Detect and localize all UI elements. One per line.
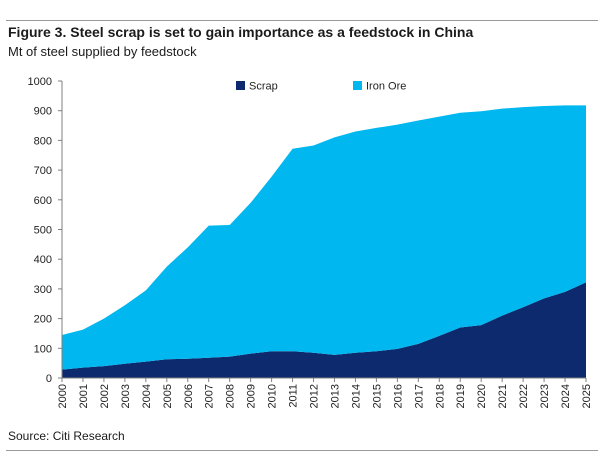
x-tick-label: 2009 <box>246 384 258 408</box>
stacked-area-chart: 0 100 200 300 400 500 600 700 800 900 1000 2000 2001… <box>28 76 593 408</box>
x-tick-label: 2000 <box>57 384 69 408</box>
x-tick-label: 2010 <box>267 384 279 408</box>
x-tick-label: 2006 <box>183 384 195 408</box>
y-tick-label: 700 <box>34 165 52 177</box>
bottom-divider <box>6 450 598 451</box>
area-scrap <box>62 282 586 378</box>
y-tick-label: 900 <box>34 106 52 118</box>
y-tick-label: 200 <box>34 314 52 326</box>
x-tick-label: 2005 <box>162 384 174 408</box>
x-tick-label: 2018 <box>434 384 446 408</box>
x-tick-label: 2014 <box>350 384 362 408</box>
x-tick-label: 2022 <box>518 384 530 408</box>
x-tick-label: 2025 <box>581 384 593 408</box>
x-tick-label: 2016 <box>392 384 404 408</box>
x-tick-label: 2020 <box>476 384 488 408</box>
source-note: Source: Citi Research <box>8 429 125 443</box>
x-tick-label: 2007 <box>204 384 216 408</box>
x-tick-label: 2015 <box>371 384 383 408</box>
y-tick-label: 1000 <box>28 76 52 88</box>
y-tick-label: 300 <box>34 284 52 296</box>
x-tick-label: 2012 <box>309 384 321 408</box>
y-tick-label: 800 <box>34 135 52 147</box>
y-tick-label: 100 <box>34 343 52 355</box>
x-tick-label: 2001 <box>78 384 90 408</box>
x-tick-label: 2003 <box>120 384 132 408</box>
axis-layer: 0 100 200 300 400 500 600 700 800 900 1000 2000 2001… <box>28 76 593 408</box>
area-layer <box>62 105 586 378</box>
x-tick-label: 2013 <box>329 384 341 408</box>
x-tick-label: 2019 <box>455 384 467 408</box>
figure-subtitle: Mt of steel supplied by feedstock <box>8 44 197 59</box>
y-tick-label: 0 <box>46 373 52 385</box>
area-iron-ore <box>62 105 586 370</box>
x-tick-label: 2021 <box>497 384 509 408</box>
top-divider <box>6 20 598 21</box>
figure-title: Figure 3. Steel scrap is set to gain imp… <box>8 24 474 40</box>
x-tick-label: 2004 <box>141 384 153 408</box>
y-tick-label: 400 <box>34 254 52 266</box>
x-tick-label: 2017 <box>413 384 425 408</box>
y-tick-label: 500 <box>34 225 52 237</box>
legend-swatch-scrap <box>236 81 245 90</box>
legend-label-iron-ore: Iron Ore <box>366 81 406 93</box>
x-tick-label: 2011 <box>288 384 300 408</box>
legend-label-scrap: Scrap <box>249 81 278 93</box>
x-tick-label: 2024 <box>560 384 572 408</box>
legend-swatch-iron-ore <box>353 81 362 90</box>
x-tick-label: 2008 <box>225 384 237 408</box>
y-tick-label: 600 <box>34 195 52 207</box>
legend: Scrap Iron Ore <box>236 81 406 93</box>
x-tick-label: 2023 <box>539 384 551 408</box>
x-tick-label: 2002 <box>99 384 111 408</box>
